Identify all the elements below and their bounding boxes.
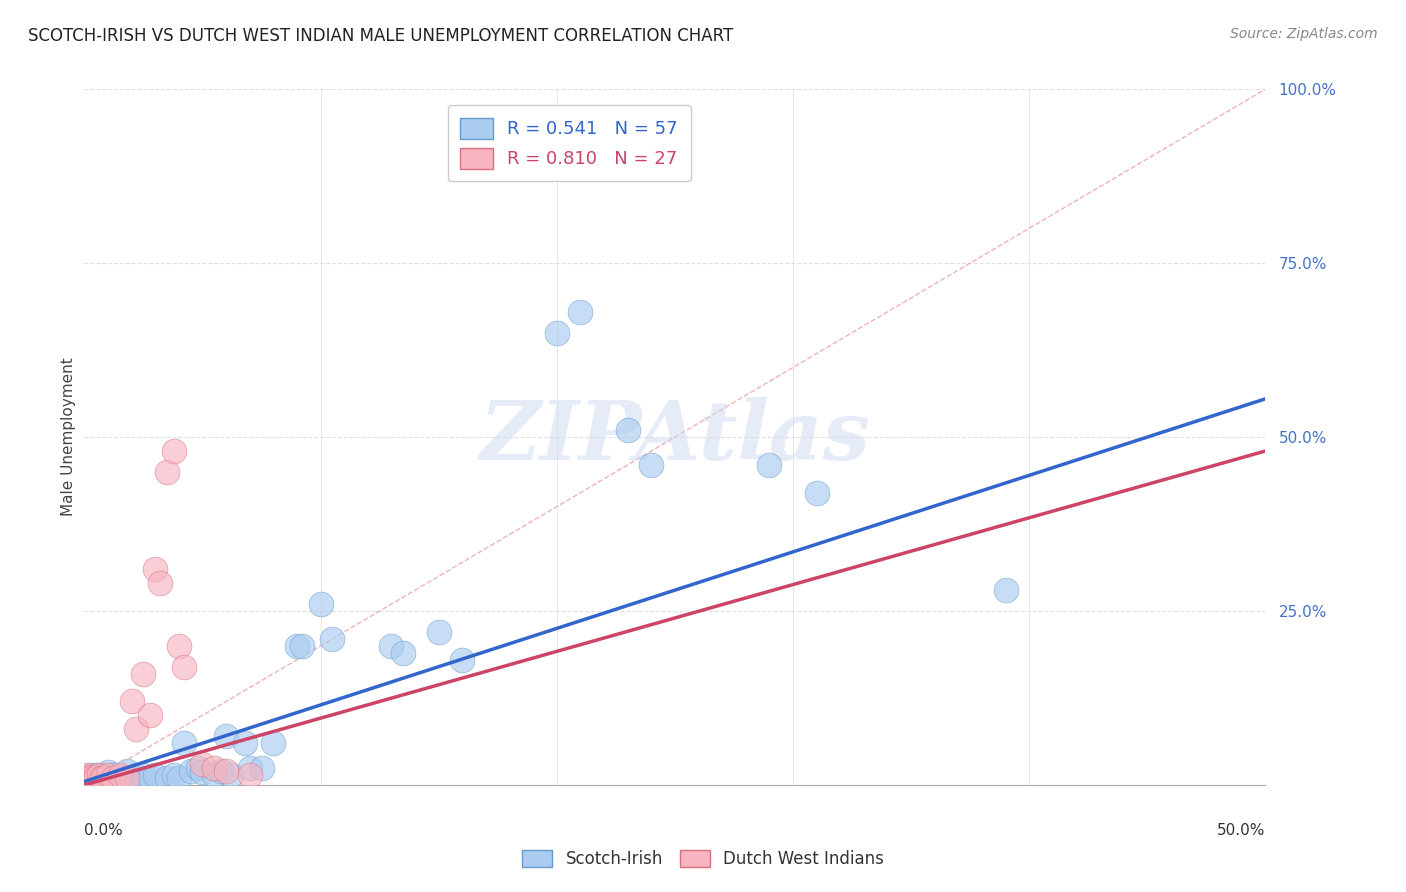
- Point: [84, 771, 107, 785]
- Point: [215, 729, 238, 743]
- Text: 0.0%: 0.0%: [84, 823, 124, 838]
- Point: [380, 639, 402, 653]
- Point: [291, 639, 314, 653]
- Point: [80, 771, 103, 785]
- Point: [90, 771, 112, 785]
- Y-axis label: Male Unemployment: Male Unemployment: [60, 358, 76, 516]
- Point: [219, 767, 242, 781]
- Point: [91, 772, 114, 787]
- Point: [215, 764, 238, 778]
- Point: [108, 767, 131, 781]
- Point: [202, 760, 225, 774]
- Point: [250, 760, 273, 774]
- Point: [108, 770, 131, 784]
- Point: [191, 765, 214, 780]
- Point: [262, 736, 284, 750]
- Point: [209, 764, 232, 778]
- Point: [76, 767, 98, 781]
- Point: [758, 458, 780, 472]
- Point: [233, 736, 256, 750]
- Point: [80, 771, 103, 785]
- Point: [132, 767, 155, 781]
- Point: [101, 771, 124, 785]
- Text: Source: ZipAtlas.com: Source: ZipAtlas.com: [1230, 27, 1378, 41]
- Point: [91, 771, 114, 785]
- Point: [97, 771, 120, 785]
- Point: [77, 772, 100, 787]
- Point: [173, 736, 195, 750]
- Point: [139, 771, 162, 785]
- Point: [101, 771, 124, 785]
- Point: [84, 770, 107, 784]
- Point: [309, 597, 332, 611]
- Point: [121, 771, 143, 785]
- Point: [173, 659, 195, 673]
- Point: [427, 624, 450, 639]
- Point: [392, 646, 415, 660]
- Point: [163, 444, 186, 458]
- Point: [569, 305, 592, 319]
- Point: [616, 423, 638, 437]
- Point: [83, 772, 105, 787]
- Point: [80, 767, 103, 781]
- Point: [101, 767, 124, 781]
- Point: [84, 767, 107, 781]
- Legend: Scotch-Irish, Dutch West Indians: Scotch-Irish, Dutch West Indians: [516, 843, 890, 875]
- Point: [76, 772, 98, 787]
- Point: [321, 632, 343, 646]
- Point: [191, 757, 214, 772]
- Point: [97, 765, 120, 780]
- Point: [239, 767, 262, 781]
- Point: [91, 767, 114, 781]
- Point: [546, 326, 568, 340]
- Point: [125, 723, 148, 737]
- Point: [167, 639, 190, 653]
- Point: [76, 772, 98, 787]
- Point: [139, 708, 162, 723]
- Point: [806, 485, 828, 500]
- Text: ZIPAtlas: ZIPAtlas: [479, 397, 870, 477]
- Legend: R = 0.541   N = 57, R = 0.810   N = 27: R = 0.541 N = 57, R = 0.810 N = 27: [447, 105, 690, 181]
- Point: [125, 767, 148, 781]
- Point: [994, 583, 1017, 598]
- Point: [163, 767, 186, 781]
- Point: [202, 767, 225, 781]
- Point: [143, 562, 166, 576]
- Point: [76, 771, 98, 785]
- Point: [87, 772, 110, 787]
- Point: [451, 653, 474, 667]
- Point: [115, 771, 138, 785]
- Point: [83, 770, 105, 784]
- Text: SCOTCH-IRISH VS DUTCH WEST INDIAN MALE UNEMPLOYMENT CORRELATION CHART: SCOTCH-IRISH VS DUTCH WEST INDIAN MALE U…: [28, 27, 734, 45]
- Point: [77, 770, 100, 784]
- Point: [239, 760, 262, 774]
- Text: 50.0%: 50.0%: [1218, 823, 1265, 838]
- Point: [87, 767, 110, 781]
- Point: [90, 771, 112, 785]
- Point: [115, 764, 138, 778]
- Point: [149, 576, 172, 591]
- Point: [180, 764, 202, 778]
- Point: [94, 770, 117, 784]
- Point: [156, 771, 179, 785]
- Point: [156, 465, 179, 479]
- Point: [167, 771, 190, 785]
- Point: [77, 770, 100, 784]
- Point: [143, 767, 166, 781]
- Point: [97, 767, 120, 781]
- Point: [121, 694, 143, 708]
- Point: [640, 458, 662, 472]
- Point: [285, 639, 308, 653]
- Point: [187, 760, 209, 774]
- Point: [87, 770, 110, 784]
- Point: [132, 666, 155, 681]
- Point: [83, 772, 105, 787]
